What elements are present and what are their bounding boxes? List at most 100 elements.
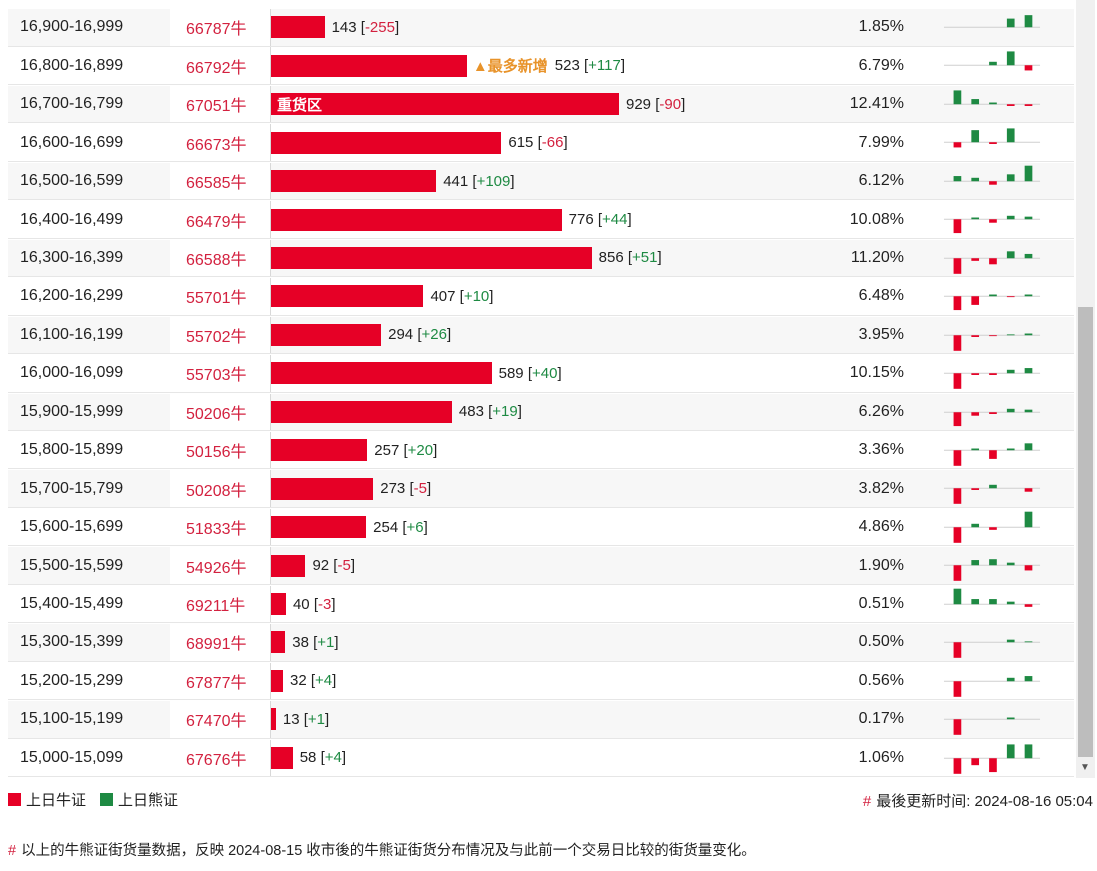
sparkline-bar	[1006, 18, 1015, 28]
quantity-bar	[271, 477, 374, 500]
sparkline-bar	[1024, 511, 1033, 528]
sparkline-bar	[1024, 409, 1033, 412]
bar-column-divider	[270, 162, 271, 200]
strike-range: 16,700-16,799	[20, 95, 124, 113]
scrollbar[interactable]: ▼	[1076, 0, 1095, 778]
quantity-bar-cell: 615 [-66]	[271, 124, 568, 161]
code-cell-bg	[170, 85, 270, 123]
sparkline-bar	[1024, 15, 1033, 28]
change-sparkline	[943, 15, 1041, 28]
quantity-change: -66	[541, 134, 564, 152]
warrant-code-link[interactable]: 69211牛	[186, 598, 246, 615]
quantity-bar	[271, 708, 276, 731]
code-cell-bg	[170, 547, 270, 584]
quantity-value: 254	[373, 518, 399, 536]
warrant-code-link[interactable]: 67676牛	[186, 751, 247, 769]
quantity-bar-cell: 143 [-255]	[271, 9, 399, 46]
warrant-code-link[interactable]: 67877牛	[186, 674, 247, 692]
sparkline-bar	[971, 177, 980, 182]
warrant-code-link[interactable]: 50156牛	[186, 444, 247, 462]
bar-column-divider	[270, 585, 271, 623]
quantity-bar-cell: 257 [+20]	[271, 432, 437, 469]
sparkline-bar	[1024, 294, 1033, 297]
warrant-code-link[interactable]: 66673牛	[186, 136, 247, 154]
quantity-value: 32	[289, 672, 307, 690]
warrant-code-link[interactable]: 66585牛	[186, 175, 247, 193]
quantity-bar	[271, 54, 467, 77]
sparkline-bar	[953, 565, 962, 582]
sparkline-bar	[989, 373, 997, 376]
quantity-change: +51	[632, 249, 658, 267]
change-sparkline	[943, 511, 1041, 543]
warrant-code-link[interactable]: 66792牛	[186, 59, 247, 77]
warrant-code-link[interactable]: 54926牛	[186, 559, 247, 577]
warrant-code-link[interactable]: 50206牛	[186, 405, 247, 423]
sparkline-bar	[1006, 448, 1015, 451]
warrant-code-link[interactable]: 55702牛	[186, 328, 247, 346]
warrant-code-link[interactable]: 66787牛	[186, 21, 247, 39]
quantity-text: 13 [+1]	[282, 710, 330, 728]
warrant-code-link[interactable]: 67470牛	[186, 713, 247, 731]
quantity-change: +4	[324, 749, 342, 767]
table-row: 15,300-15,399 68991牛 38 [+1] 0.50%	[8, 624, 1074, 662]
quantity-bar	[271, 323, 382, 346]
sparkline-bar	[1006, 369, 1015, 374]
code-cell-bg	[170, 701, 270, 738]
percentage: 7.99%	[858, 133, 904, 151]
bar-column-divider	[270, 739, 271, 777]
scroll-down-arrow-icon[interactable]: ▼	[1080, 762, 1090, 773]
warrant-code-link[interactable]: 50208牛	[186, 482, 247, 500]
warrant-code-link[interactable]: 55703牛	[186, 367, 247, 385]
quantity-bar-cell: 776 [+44]	[271, 201, 632, 238]
quantity-value: 13	[282, 710, 300, 728]
quantity-value: 776	[568, 211, 594, 228]
quantity-value: 40	[292, 595, 310, 613]
warrant-code-link[interactable]: 55701牛	[186, 290, 247, 308]
warrant-code-link[interactable]: 68991牛	[186, 636, 247, 654]
quantity-text: 523 [+117]	[554, 57, 625, 75]
quantity-change: +20	[407, 441, 434, 459]
warrant-code-link[interactable]: 67051牛	[186, 98, 247, 116]
bar-column-divider	[270, 9, 271, 46]
sparkline-bar	[1006, 51, 1015, 66]
last-update: # 最後更新时间: 2024-08-16 05:04	[863, 790, 1093, 811]
quantity-text: 483 [+19]	[458, 403, 522, 421]
table-row: 15,700-15,799 50208牛 273 [-5] 3.82%	[8, 470, 1074, 508]
sparkline-bar	[1006, 216, 1015, 220]
strike-range: 15,700-15,799	[20, 479, 124, 497]
bar-column-divider	[270, 85, 271, 123]
sparkline-bar	[989, 485, 997, 489]
bull-legend-swatch	[8, 793, 21, 806]
table-row: 16,400-16,499 66479牛 776 [+44] 10.08%	[8, 201, 1074, 239]
quantity-bar	[271, 439, 368, 462]
change-sparkline	[943, 165, 1041, 185]
quantity-value: 615	[508, 134, 534, 152]
quantity-value: 273	[380, 480, 406, 498]
strike-range: 15,800-15,899	[20, 441, 124, 459]
warrant-code-link[interactable]: 66588牛	[186, 251, 247, 269]
quantity-bar-cell: 294 [+26]	[271, 317, 451, 354]
quantity-bar	[271, 362, 492, 385]
table-row: 15,500-15,599 54926牛 92 [-5] 1.90%	[8, 547, 1074, 585]
table-row: 15,600-15,699 51833牛 254 [+6] 4.86%	[8, 508, 1074, 547]
sparkline-bar	[953, 588, 962, 604]
quantity-bar	[271, 16, 325, 39]
sparkline-bar	[953, 90, 962, 105]
sparkline-bar	[1024, 443, 1033, 451]
sparkline-bar	[953, 642, 962, 658]
footnote: # 以上的牛熊证街货量数据，反映 2024-08-15 收市後的牛熊证街货分布情况…	[8, 839, 756, 860]
bar-column-divider	[270, 547, 271, 584]
ladder-table: 16,900-16,999 66787牛 143 [-255] 1.85% 16,800…	[8, 9, 1074, 778]
sparkline-bar	[1006, 677, 1015, 681]
scroll-thumb[interactable]	[1078, 307, 1093, 757]
quantity-change: -5	[337, 557, 351, 575]
sparkline-bar	[1024, 253, 1033, 258]
sparkline-bar	[953, 257, 962, 274]
sparkline-bar	[1006, 408, 1015, 412]
sparkline-bar	[971, 217, 980, 220]
change-sparkline	[943, 294, 1041, 311]
warrant-code-link[interactable]: 51833牛	[186, 521, 247, 539]
sparkline-bar	[971, 257, 980, 261]
warrant-code-link[interactable]: 66479牛	[186, 213, 247, 231]
sparkline-bar	[1024, 604, 1033, 607]
